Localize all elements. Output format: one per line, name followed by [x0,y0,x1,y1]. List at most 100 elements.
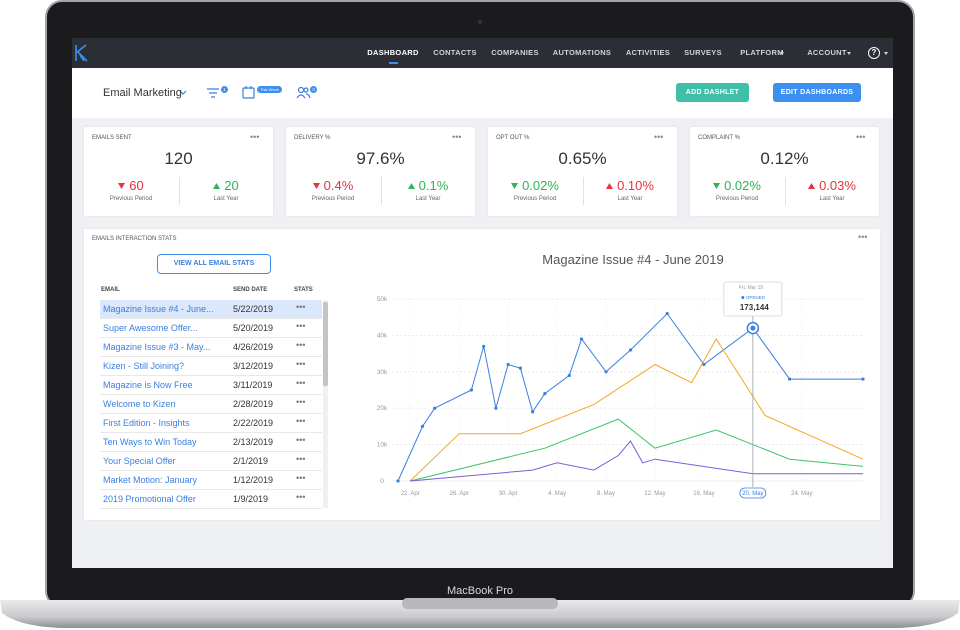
kpi-value: 0.12% [760,149,809,168]
compare-value: 0.02% [724,178,761,193]
send-date: 1/12/2019 [233,475,274,485]
stats-more[interactable]: ••• [296,435,306,445]
table-row[interactable] [100,414,322,433]
arrow-shape [511,182,519,189]
help-button[interactable]: ? [868,47,880,59]
email-name[interactable]: Super Awesome Offer... [103,323,198,333]
stats-more[interactable]: ••• [296,359,306,369]
email-name[interactable]: Welcome to Kizen [103,399,176,409]
toolbar-button[interactable]: ADD DASHLET [676,83,749,102]
stats-more[interactable]: ••• [296,321,306,331]
more-button[interactable]: ••• [250,132,260,142]
x-tick-label: 22. Apr [401,491,420,497]
stats-more[interactable]: ••• [296,473,306,483]
kpi-title: OPT OUT % [496,135,530,141]
email-name[interactable]: Your Special Offer [103,456,176,466]
stats-more[interactable]: ••• [296,454,306,464]
panel-title: EMAILS INTERACTION STATS [92,236,177,242]
nav-item[interactable]: PLATFORM [740,48,784,57]
point [420,424,425,428]
email-name[interactable]: Market Motion: January [103,475,198,485]
compare: 60 [91,178,171,193]
email-name[interactable]: Kizen - Still Joining? [103,361,185,371]
caret [780,52,784,55]
kpi-title: COMPLAINT % [698,135,740,141]
table-row[interactable] [100,338,322,357]
kpi-title: EMAILS SENT [92,135,132,141]
compare-value: 0.10% [617,178,654,193]
compare-label: Previous Period [311,196,355,202]
send-date: 5/22/2019 [233,304,274,314]
stats-more[interactable]: ••• [296,416,306,426]
stats-more[interactable]: ••• [296,340,306,350]
nav-item[interactable]: AUTOMATIONS [552,48,612,57]
email-name[interactable]: Ten Ways to Win Today [103,437,197,447]
table-row[interactable] [100,300,322,319]
brand-label: MacBook Pro [447,585,513,597]
nav-item[interactable]: SURVEYS [684,48,722,57]
more-button[interactable]: ••• [654,132,664,142]
table-row[interactable] [100,471,322,490]
badge: 3 [310,86,317,93]
active-underline [389,62,398,64]
stats-more[interactable]: ••• [296,397,306,407]
table-row[interactable] [100,490,322,509]
users-icon[interactable] [296,86,311,99]
view-all-button[interactable]: VIEW ALL EMAIL STATS [157,254,271,274]
nav-item[interactable]: DASHBOARD [367,48,419,57]
compare-value: 0.02% [522,178,559,193]
point [469,388,474,392]
scrollbar-thumb[interactable] [323,302,328,386]
email-name[interactable]: 2019 Promotional Offer [103,494,196,504]
tooltip-label: OPENED [746,295,766,300]
compare-value: 0.1% [418,178,449,193]
stats-more[interactable]: ••• [296,378,306,388]
compare: 0.1% [388,178,468,193]
y-tick-label: 20k [377,405,388,412]
nav-item[interactable]: ACCOUNT [807,48,847,57]
caret [884,52,888,55]
table-row[interactable] [100,395,322,414]
chevron[interactable] [179,90,187,95]
table-row[interactable] [100,452,322,471]
nav-item[interactable]: COMPANIES [491,48,539,57]
arrow-shape [808,182,816,189]
email-name[interactable]: First Edition - Insights [103,418,190,428]
send-date: 3/12/2019 [233,361,274,371]
nav-item[interactable]: CONTACTS [433,48,477,57]
email-name[interactable]: Magazine Issue #3 - May... [103,342,211,352]
kpi-card [286,127,475,216]
send-date: 2/13/2019 [233,437,274,447]
arrow-shape [407,182,415,189]
table-row[interactable] [100,319,322,338]
compare-value: 60 [129,178,144,193]
calendar-icon[interactable] [242,86,255,99]
more-button[interactable]: ••• [452,132,462,142]
column-header: EMAIL [101,287,120,293]
filter-icon[interactable] [207,88,219,98]
nav-item[interactable]: ACTIVITIES [625,48,671,57]
table-row[interactable] [100,357,322,376]
dashboard-title[interactable]: Email Marketing [103,87,182,99]
toolbar-button[interactable]: EDIT DASHBOARDS [773,83,861,102]
table-row[interactable] [100,433,322,452]
point [567,373,571,378]
more-button[interactable]: ••• [856,132,866,142]
series-line [410,440,863,482]
more-button[interactable]: ••• [858,232,868,242]
trend-arrow [511,182,519,189]
kpi-card [84,127,273,216]
stats-more[interactable]: ••• [296,492,306,502]
kpi-value: 0.65% [558,149,607,168]
point [543,392,547,396]
arrow-shape [606,182,614,189]
x-tick-label: 30. Apr [499,491,518,497]
email-name[interactable]: Magazine is Now Free [103,380,193,390]
stats-more[interactable]: ••• [296,302,306,312]
trend-arrow [606,182,614,189]
kpi-title: DELIVERY % [294,135,331,141]
table-row[interactable] [100,376,322,395]
compare-label: Last Year [819,196,845,202]
point [628,348,633,352]
email-name[interactable]: Magazine Issue #4 - June... [103,304,214,314]
